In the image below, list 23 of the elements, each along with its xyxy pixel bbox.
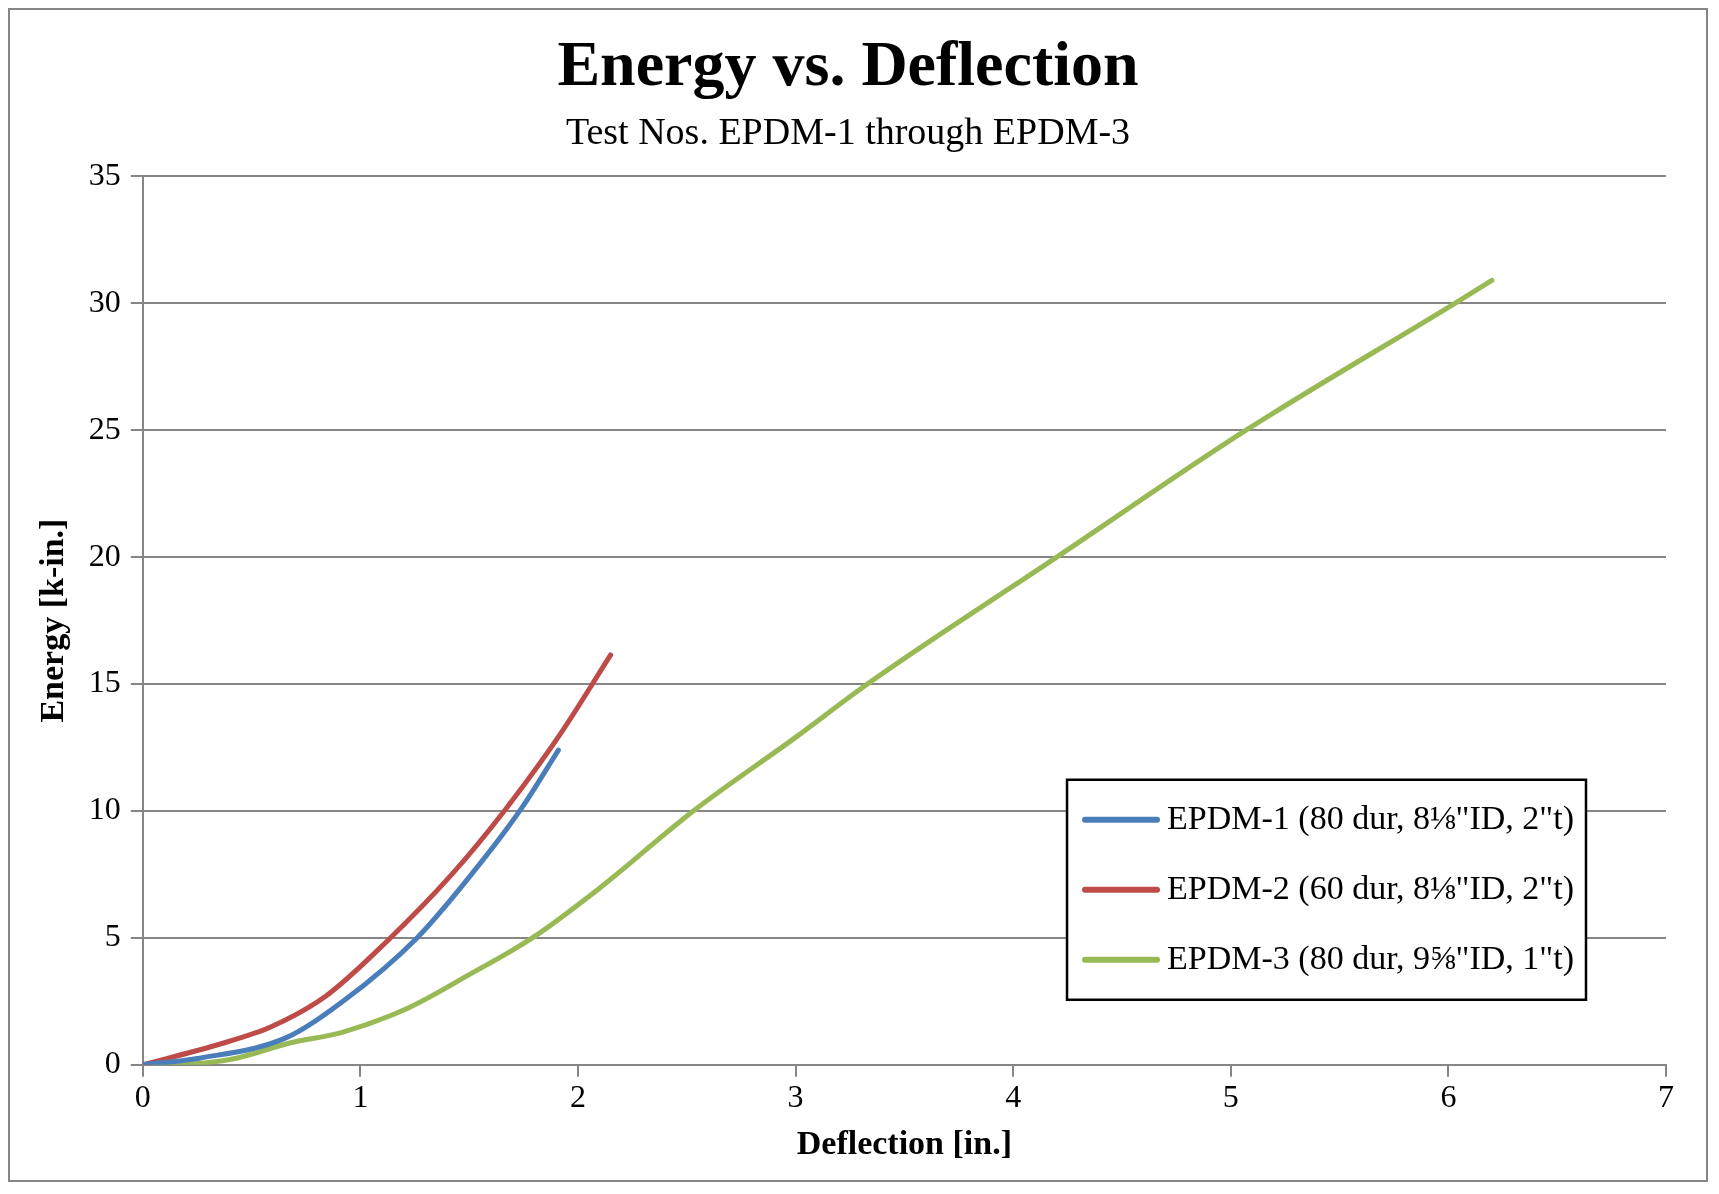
legend-label: EPDM-1 (80 dur, 8⅛"ID, 2"t) xyxy=(1167,798,1575,837)
y-tick-label: 20 xyxy=(88,536,121,573)
y-axis-title: Energy [k-in.] xyxy=(33,518,71,723)
legend-label: EPDM-3 (80 dur, 9⅝"ID, 1"t) xyxy=(1167,938,1575,977)
y-tick-label: 0 xyxy=(104,1044,121,1081)
x-axis-title: Deflection [in.] xyxy=(796,1124,1013,1162)
x-tick-label: 1 xyxy=(352,1078,369,1115)
legend-label: EPDM-2 (60 dur, 8⅛"ID, 2"t) xyxy=(1167,868,1575,907)
x-tick-label: 7 xyxy=(1658,1078,1674,1115)
y-tick-label: 30 xyxy=(88,282,121,319)
x-tick-label: 5 xyxy=(1222,1078,1239,1115)
y-tick-label: 25 xyxy=(88,409,121,446)
y-tick-label: 35 xyxy=(88,155,121,192)
y-tick-label: 15 xyxy=(88,663,121,700)
x-tick-label: 2 xyxy=(570,1078,586,1115)
x-tick-label: 6 xyxy=(1440,1078,1457,1115)
chart-title: Energy vs. Deflection xyxy=(557,27,1139,99)
x-tick-label: 3 xyxy=(787,1078,804,1115)
x-tick-label: 4 xyxy=(1005,1078,1022,1115)
chart-subtitle: Test Nos. EPDM-1 through EPDM-3 xyxy=(565,109,1131,152)
y-tick-label: 10 xyxy=(88,790,121,827)
x-tick-label: 0 xyxy=(134,1078,151,1115)
y-tick-label: 5 xyxy=(104,917,121,954)
